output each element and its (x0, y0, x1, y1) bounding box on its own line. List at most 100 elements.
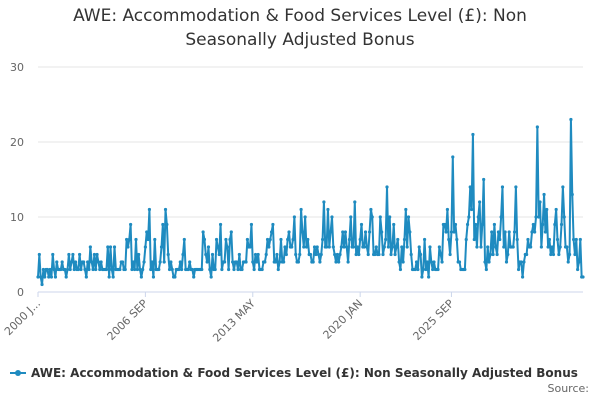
data-point[interactable] (432, 260, 436, 264)
data-point[interactable] (471, 132, 475, 137)
data-point[interactable] (398, 267, 403, 272)
data-point[interactable] (149, 267, 153, 272)
data-point[interactable] (479, 245, 483, 249)
data-point[interactable] (186, 267, 190, 272)
data-point[interactable] (516, 267, 521, 272)
data-point[interactable] (436, 267, 440, 272)
data-point[interactable] (276, 267, 280, 272)
data-point[interactable] (299, 207, 303, 212)
data-point[interactable] (72, 267, 76, 272)
data-point[interactable] (533, 230, 537, 234)
data-point[interactable] (79, 267, 83, 272)
data-point[interactable] (467, 215, 471, 219)
data-point[interactable] (526, 237, 530, 242)
data-point[interactable] (208, 267, 212, 272)
data-point[interactable] (314, 252, 318, 257)
data-point[interactable] (577, 260, 581, 264)
data-point[interactable] (150, 260, 154, 264)
data-point[interactable] (353, 200, 357, 204)
data-point[interactable] (252, 267, 256, 272)
data-point[interactable] (496, 230, 501, 234)
data-point[interactable] (264, 252, 268, 257)
data-point[interactable] (511, 245, 515, 249)
data-point[interactable] (380, 230, 384, 234)
data-point[interactable] (60, 260, 64, 264)
data-point[interactable] (468, 185, 472, 189)
data-point[interactable] (235, 260, 239, 264)
data-point[interactable] (396, 237, 400, 242)
data-point[interactable] (329, 230, 333, 234)
data-point[interactable] (491, 252, 495, 257)
data-point[interactable] (543, 230, 548, 234)
data-point[interactable] (535, 125, 539, 129)
data-point[interactable] (275, 252, 279, 257)
data-point[interactable] (217, 252, 221, 257)
data-point[interactable] (106, 245, 110, 249)
data-point[interactable] (343, 230, 347, 234)
data-point[interactable] (444, 230, 448, 234)
data-point[interactable] (303, 215, 307, 219)
data-point[interactable] (291, 237, 295, 242)
data-point[interactable] (326, 207, 330, 212)
data-point[interactable] (52, 267, 56, 272)
data-point[interactable] (135, 267, 139, 272)
data-point[interactable] (173, 275, 177, 279)
data-point[interactable] (362, 245, 366, 249)
data-point[interactable] (316, 252, 321, 257)
data-point[interactable] (382, 245, 386, 249)
data-point[interactable] (498, 237, 502, 242)
data-point[interactable] (406, 215, 411, 219)
data-point[interactable] (335, 252, 339, 257)
data-point[interactable] (222, 260, 227, 264)
data-point[interactable] (260, 267, 264, 272)
data-point[interactable] (500, 185, 505, 189)
data-point[interactable] (331, 245, 335, 249)
data-point[interactable] (53, 275, 58, 279)
data-point[interactable] (366, 252, 370, 257)
data-point[interactable] (192, 275, 196, 279)
data-point[interactable] (162, 260, 166, 264)
data-point[interactable] (47, 275, 51, 279)
data-point[interactable] (248, 245, 252, 249)
data-point[interactable] (137, 252, 141, 257)
data-point[interactable] (538, 200, 542, 204)
data-point[interactable] (45, 267, 50, 272)
data-point[interactable] (494, 245, 498, 249)
data-point[interactable] (112, 245, 117, 249)
data-point[interactable] (209, 275, 213, 279)
data-point[interactable] (346, 260, 350, 264)
data-point[interactable] (428, 245, 432, 249)
data-point[interactable] (118, 267, 122, 272)
data-point[interactable] (418, 252, 423, 257)
data-point[interactable] (302, 245, 306, 249)
data-point[interactable] (443, 222, 447, 227)
data-point[interactable] (463, 267, 467, 272)
data-point[interactable] (451, 155, 455, 159)
data-point[interactable] (578, 237, 582, 242)
data-point[interactable] (570, 192, 574, 197)
data-point[interactable] (482, 177, 486, 182)
data-point[interactable] (125, 237, 129, 242)
data-point[interactable] (525, 252, 529, 257)
data-point[interactable] (465, 222, 470, 227)
data-point[interactable] (342, 245, 346, 249)
data-point[interactable] (282, 260, 286, 264)
data-point[interactable] (561, 185, 565, 189)
data-point[interactable] (431, 267, 435, 272)
data-point[interactable] (170, 267, 174, 272)
data-point[interactable] (110, 267, 114, 272)
data-point[interactable] (437, 245, 441, 249)
data-point[interactable] (392, 222, 396, 227)
data-point[interactable] (96, 260, 101, 264)
data-point[interactable] (370, 215, 374, 219)
data-point[interactable] (377, 252, 381, 257)
data-point[interactable] (457, 260, 462, 264)
data-point[interactable] (37, 252, 41, 257)
data-point[interactable] (402, 237, 407, 242)
data-point[interactable] (292, 215, 296, 219)
data-point[interactable] (359, 222, 364, 227)
data-point[interactable] (300, 230, 305, 234)
data-point[interactable] (475, 245, 479, 249)
data-point[interactable] (188, 260, 192, 264)
data-point[interactable] (421, 267, 425, 272)
